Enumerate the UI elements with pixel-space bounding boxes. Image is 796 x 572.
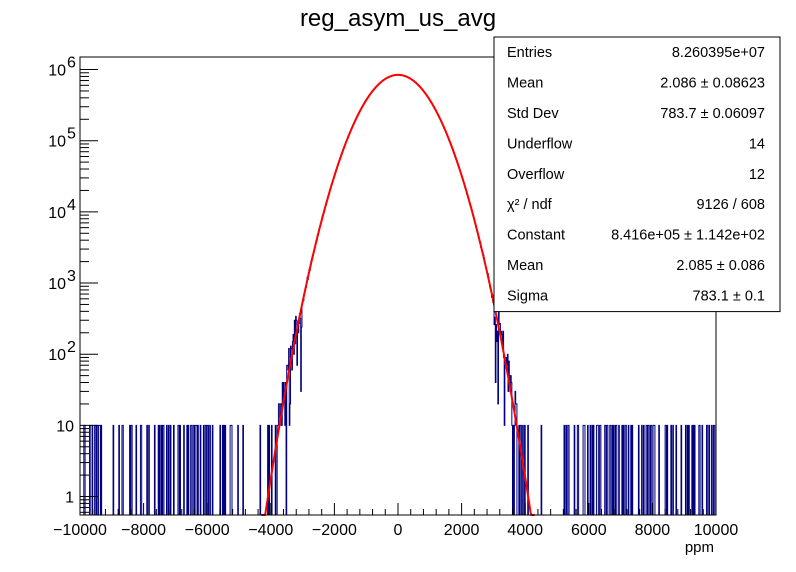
y-tick-label: 10 [48, 63, 66, 80]
y-tick-exponent: 6 [67, 55, 76, 72]
stats-row-value: 2.086 ± 0.08623 [660, 76, 765, 92]
x-tick-label: −4000 [248, 522, 293, 539]
x-tick-label: 10000 [694, 522, 739, 539]
chart-title: reg_asym_us_avg [300, 5, 496, 32]
x-tick-label: 4000 [507, 522, 543, 539]
x-tick-label: 0 [394, 522, 403, 539]
y-tick-label: 10 [48, 347, 66, 364]
x-axis-label: ppm [685, 539, 714, 556]
x-axis: −10000 −8000 −6000 −4000 −2000 0 2000 4000 6000 8… [53, 503, 738, 539]
y-tick-label: 10 [56, 418, 74, 435]
stats-row-value: 8.416e+05 ± 1.142e+02 [611, 228, 765, 244]
stats-row-value: 783.7 ± 0.06097 [660, 106, 765, 122]
x-tick-label: 2000 [444, 522, 480, 539]
x-tick-label: −10000 [53, 522, 107, 539]
y-tick-label: 10 [48, 205, 66, 222]
x-tick-label: −6000 [185, 522, 230, 539]
stats-row-label: Constant [507, 228, 565, 244]
x-tick-label: 6000 [571, 522, 607, 539]
stats-row-label: Mean [507, 258, 543, 274]
y-tick-exponent: 3 [67, 268, 76, 285]
stats-row-value: 9126 / 608 [696, 197, 765, 213]
x-tick-label: 8000 [635, 522, 671, 539]
y-tick-exponent: 2 [67, 339, 76, 356]
stats-box: Entries 8.260395e+07 Mean 2.086 ± 0.08623 St… [493, 36, 781, 313]
stats-row-value: 783.1 ± 0.1 [693, 288, 765, 304]
fit-curve [261, 73, 535, 516]
stats-row-label: χ² / ndf [507, 197, 553, 213]
x-tick-label: −2000 [312, 522, 357, 539]
y-tick-label: 10 [48, 134, 66, 151]
stats-row-label: Underflow [507, 136, 573, 152]
x-tick-label: −8000 [121, 522, 166, 539]
stats-row-value: 2.085 ± 0.086 [676, 258, 765, 274]
stats-row-label: Std Dev [507, 106, 559, 122]
stats-box-frame [493, 36, 781, 313]
stats-row-value: 8.260395e+07 [672, 45, 765, 61]
stats-row-label: Sigma [507, 288, 549, 304]
stats-row-label: Entries [507, 45, 552, 61]
y-tick-exponent: 4 [67, 197, 76, 214]
y-tick-label: 1 [65, 490, 74, 507]
y-tick-exponent: 5 [67, 126, 76, 143]
stats-row-label: Mean [507, 76, 543, 92]
y-tick-label: 10 [48, 276, 66, 293]
fit-layer [261, 73, 535, 516]
stats-row-value: 14 [749, 136, 765, 152]
stats-row-label: Overflow [507, 167, 565, 183]
stats-row-value: 12 [749, 167, 765, 183]
